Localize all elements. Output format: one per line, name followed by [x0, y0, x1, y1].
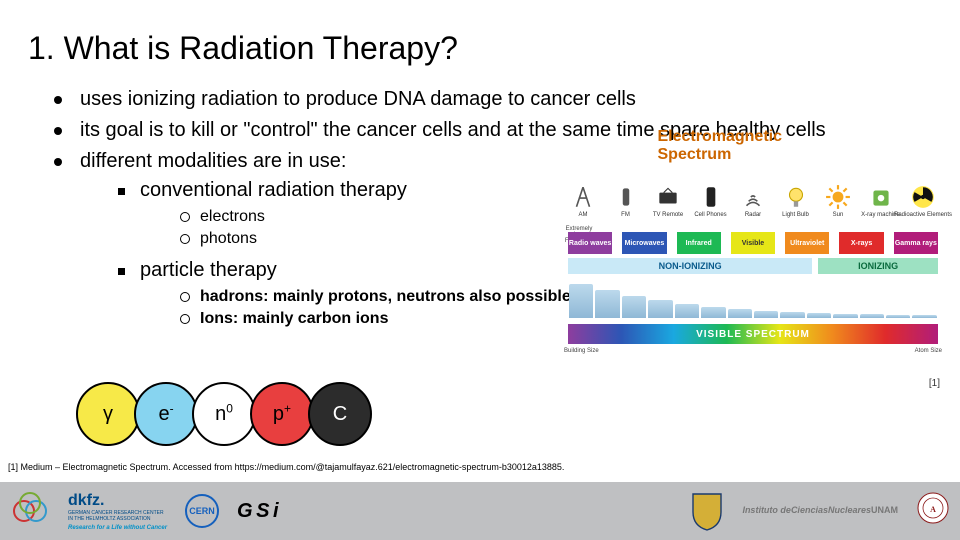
- size-bar-7: [754, 311, 778, 318]
- spectrum-band-5: X-rays: [839, 232, 883, 254]
- particle-gamma: γ: [76, 382, 140, 446]
- dkfz-tagline: Research for a Life without Cancer: [68, 525, 167, 531]
- particle-neutron: n0: [192, 382, 256, 446]
- size-bar-8: [780, 312, 804, 318]
- spectrum-size-bars: [568, 278, 938, 318]
- size-bar-2: [622, 296, 646, 318]
- spectrum-source-5: Light Bulb: [781, 176, 811, 218]
- sub-conventional-text: conventional radiation therapy: [140, 179, 407, 201]
- slide-title: 1. What is Radiation Therapy?: [28, 30, 458, 67]
- spectrum-band-2: Infrared: [677, 232, 721, 254]
- spectrum-source-1: FM: [611, 176, 641, 218]
- dkfz-subtitle-2: IN THE HELMHOLTZ ASSOCIATION: [68, 516, 151, 522]
- spectrum-source-8: Radioactive Elements: [908, 176, 938, 218]
- logo-unam-text: Instituto de Ciencias Nucleares UNAM: [742, 491, 898, 531]
- spectrum-band-4: Ultraviolet: [785, 232, 829, 254]
- size-bar-9: [807, 313, 831, 318]
- spectrum-source-4: Radar: [738, 176, 768, 218]
- em-spectrum-figure: Electromagnetic Spectrum AMFMTV RemoteCe…: [562, 128, 944, 368]
- spectrum-band-1: Microwaves: [622, 232, 666, 254]
- size-bar-6: [728, 309, 752, 318]
- particle-carbon: C: [308, 382, 372, 446]
- particle-proton: p+: [250, 382, 314, 446]
- particle-gamma-label: γ: [103, 403, 113, 426]
- bullet-1: uses ionizing radiation to produce DNA d…: [54, 86, 924, 113]
- size-bar-5: [701, 307, 725, 318]
- spectrum-sources-row: AM FM TV Remote Cell Phones Radar Light Bulb S…: [568, 156, 938, 218]
- logo-footer: dkfz. GERMAN CANCER RESEARCH CENTER IN T…: [0, 482, 960, 540]
- size-bar-3: [648, 300, 672, 318]
- spectrum-source-3: Cell Phones: [696, 176, 726, 218]
- size-left-label: Building Size: [564, 348, 599, 354]
- logo-gsi: G S i: [237, 491, 278, 531]
- spectrum-source-7: X-ray machine: [866, 176, 896, 218]
- sub-particle-text: particle therapy: [140, 259, 277, 281]
- svg-text:Α: Α: [930, 505, 936, 514]
- ionizing-row: NON-IONIZING IONIZING: [568, 258, 938, 274]
- slide: { "title": "1. What is Radiation Therapy…: [0, 0, 960, 540]
- citation-text: [1] Medium – Electromagnetic Spectrum. A…: [8, 462, 564, 472]
- logo-unam-shield: [690, 491, 724, 531]
- non-ionizing-band: NON-IONIZING: [568, 258, 812, 274]
- size-bar-11: [860, 314, 884, 318]
- size-bar-0: [569, 284, 593, 318]
- particle-electron: e-: [134, 382, 198, 446]
- spectrum-source-0: AM: [568, 176, 598, 218]
- unam-line-3: Nucleares: [828, 506, 871, 516]
- unam-line-4: UNAM: [871, 506, 898, 516]
- ionizing-band: IONIZING: [818, 258, 938, 274]
- particle-neutron-label: n0: [215, 403, 233, 426]
- size-bar-1: [595, 290, 619, 318]
- logo-aristotle: Α: [916, 491, 950, 531]
- particle-carbon-label: C: [333, 403, 347, 426]
- size-right-label: Atom Size: [915, 348, 942, 354]
- bullet-3-text: different modalities are in use:: [80, 150, 346, 172]
- particle-proton-label: p+: [273, 403, 291, 426]
- logo-cern: CERN: [185, 494, 219, 528]
- size-bar-10: [833, 314, 857, 318]
- size-bar-13: [912, 315, 936, 318]
- size-bar-12: [886, 315, 910, 318]
- spectrum-band-3: Visible: [731, 232, 775, 254]
- spectrum-bands-row: Radio waves Microwaves Infrared Visible Ultr…: [568, 232, 938, 254]
- visible-spectrum-bar: VISIBLE SPECTRUM: [568, 324, 938, 344]
- dkfz-wordmark: dkfz.: [68, 492, 104, 510]
- spectrum-band-0: Radio waves: [568, 232, 612, 254]
- logo-dkfz: dkfz. GERMAN CANCER RESEARCH CENTER IN T…: [68, 491, 167, 531]
- unam-line-1: Instituto de: [742, 506, 791, 516]
- spectrum-source-6: Sun: [823, 176, 853, 218]
- logo-ipc: [10, 491, 50, 531]
- size-bar-4: [675, 304, 699, 318]
- particle-row: γ e- n0 p+ C: [76, 382, 366, 446]
- spectrum-source-2: TV Remote: [653, 176, 683, 218]
- unam-line-2: Ciencias: [791, 506, 828, 516]
- spectrum-band-6: Gamma rays: [894, 232, 938, 254]
- particle-electron-label: e-: [158, 403, 173, 426]
- reference-tag: [1]: [929, 378, 940, 389]
